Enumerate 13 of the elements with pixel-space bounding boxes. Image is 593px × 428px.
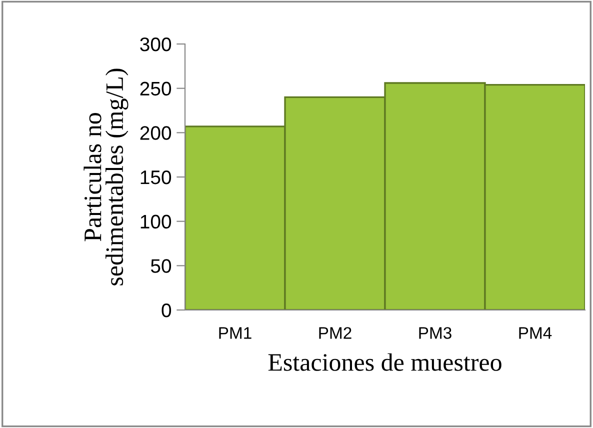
y-axis-title: Particulas no sedimentables (mg/L) bbox=[84, 68, 128, 286]
y-tick-label: 150 bbox=[140, 170, 172, 184]
x-tick-label: PM4 bbox=[519, 327, 552, 339]
y-tick-label: 0 bbox=[162, 303, 172, 318]
y-tick-label: 250 bbox=[140, 82, 172, 96]
x-tick-label: PM1 bbox=[219, 327, 252, 339]
y-tick-label: 50 bbox=[150, 259, 172, 273]
y-tick-label: 100 bbox=[140, 214, 172, 229]
y-tick-label: 300 bbox=[140, 37, 172, 52]
x-tick-label: PM3 bbox=[419, 327, 452, 339]
y-tick-label: 200 bbox=[140, 126, 172, 140]
x-axis-title: Estaciones de muestreo bbox=[268, 353, 502, 371]
x-tick-label: PM2 bbox=[319, 327, 352, 339]
